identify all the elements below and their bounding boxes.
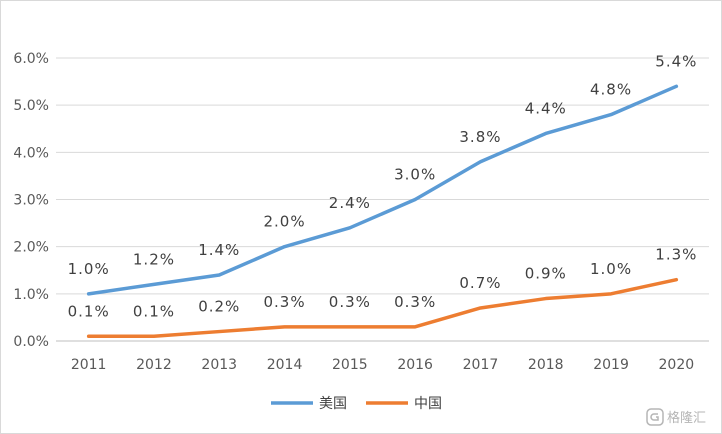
watermark: 格隆汇 xyxy=(646,408,706,426)
data-label: 0.1% xyxy=(133,302,175,320)
watermark-logo-icon xyxy=(646,408,664,426)
series-line-1 xyxy=(86,277,679,339)
data-label: 1.3% xyxy=(655,246,697,264)
legend-label-cn: 中国 xyxy=(414,396,442,412)
data-label: 5.4% xyxy=(655,52,697,70)
data-label: 0.2% xyxy=(198,298,240,316)
y-tick-label: 2.0% xyxy=(13,240,49,256)
data-label: 3.0% xyxy=(394,166,436,184)
data-label: 4.4% xyxy=(525,99,567,117)
y-tick-label: 4.0% xyxy=(13,145,49,161)
x-tick-label: 2018 xyxy=(528,357,564,373)
y-tick-label: 1.0% xyxy=(13,287,49,303)
data-label: 1.0% xyxy=(68,260,110,278)
x-tick-label: 2016 xyxy=(397,357,433,373)
x-tick-label: 2015 xyxy=(332,357,368,373)
data-label: 1.4% xyxy=(198,241,240,259)
y-axis: 0.0% 1.0% 2.0% 3.0% 4.0% 5.0% 6.0% xyxy=(13,51,49,350)
data-label: 0.9% xyxy=(525,265,567,283)
watermark-text: 格隆汇 xyxy=(667,410,706,426)
series-line-0 xyxy=(86,84,679,296)
y-tick-label: 6.0% xyxy=(13,51,49,67)
x-axis: 2011 2012 2013 2014 2015 2016 2017 2018 2019 2020 xyxy=(71,357,694,373)
y-tick-label: 5.0% xyxy=(13,98,49,114)
x-tick-label: 2012 xyxy=(136,357,172,373)
x-tick-label: 2011 xyxy=(71,357,107,373)
data-label: 3.8% xyxy=(459,128,501,146)
data-label: 0.3% xyxy=(394,293,436,311)
y-tick-label: 3.0% xyxy=(13,193,49,209)
x-tick-label: 2019 xyxy=(593,357,629,373)
data-label: 1.0% xyxy=(590,260,632,278)
data-label: 0.3% xyxy=(329,293,371,311)
x-tick-label: 2014 xyxy=(267,357,303,373)
x-tick-label: 2013 xyxy=(201,357,237,373)
data-labels: 1.0% 1.2% 1.4% 2.0% 2.4% 3.0% 3.8% 4.4% 4.8% 5.4%… xyxy=(68,52,697,320)
legend: 美国 中国 xyxy=(271,396,442,412)
data-label: 0.7% xyxy=(459,274,501,292)
y-tick-label: 0.0% xyxy=(13,334,49,350)
data-label: 2.0% xyxy=(263,213,305,231)
data-label: 1.2% xyxy=(133,250,175,268)
gridlines xyxy=(56,57,709,342)
data-label: 0.1% xyxy=(68,302,110,320)
data-label: 4.8% xyxy=(590,81,632,99)
x-tick-label: 2020 xyxy=(659,357,695,373)
x-tick-label: 2017 xyxy=(463,357,499,373)
legend-label-us: 美国 xyxy=(319,396,347,412)
series-lines xyxy=(86,84,679,339)
data-label: 0.3% xyxy=(263,293,305,311)
data-label: 2.4% xyxy=(329,194,371,212)
